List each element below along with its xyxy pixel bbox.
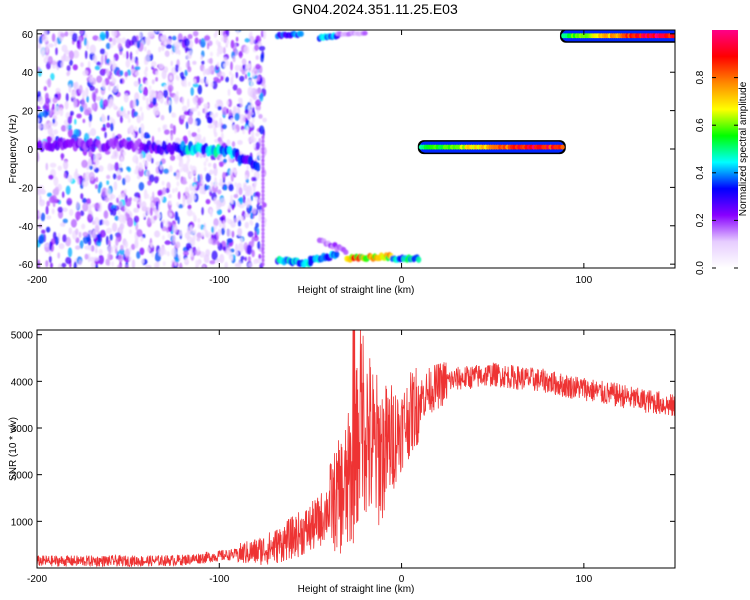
snr-panel: -200 -100 0 100 1000 2000 3000 4000 5000 Height… [8,329,676,595]
colorbar-tick-label: 0.4 [695,165,706,179]
colorbar: 0.0 0.2 0.4 0.6 0.8 Normalized spectral ampl… [695,30,749,275]
figure-title: GN04.2024.351.11.25.E03 [292,1,458,17]
spectrogram-heatmap [37,30,675,268]
snr-y-tick-label: 5000 [11,331,34,342]
spectrogram-y-tick-label: -40 [19,222,34,233]
snr-series-line [37,330,675,568]
spectrogram-y-label: Frequency (Hz) [8,115,19,184]
snr-x-tick-label: 0 [399,574,405,585]
spectrogram-x-tick-label: 100 [576,275,593,286]
colorbar-tick-label: 0.8 [695,70,706,84]
spectrogram-x-tick-label: -100 [209,275,229,286]
spectrogram-x-tick-label: -200 [27,275,47,286]
spectrogram-y-tick-label: -60 [19,260,34,271]
snr-y-tick-label: 3000 [11,424,34,435]
colorbar-tick-label: 0.6 [695,118,706,132]
snr-frame [36,329,676,569]
spectrogram-y-ticks: -60 -40 -20 0 20 40 60 [19,30,675,271]
snr-x-ticks: -200 -100 0 100 [27,330,593,585]
snr-x-tick-label: 100 [576,574,593,585]
snr-y-tick-label: 2000 [11,471,34,482]
colorbar-label: Normalized spectral amplitude [738,81,749,216]
snr-x-label: Height of straight line (km) [298,584,415,595]
snr-y-tick-label: 4000 [11,377,34,388]
snr-y-label: SNR (10 * v/v) [8,417,19,481]
colorbar-gradient [712,30,738,268]
spectrogram-y-tick-label: 0 [27,145,33,156]
colorbar-ticks: 0.0 0.2 0.4 0.6 0.8 [695,70,738,275]
snr-x-tick-label: -200 [27,574,47,585]
snr-x-tick-label: -100 [209,574,229,585]
spectrogram-y-tick-label: 40 [22,68,34,79]
spectrogram-x-ticks: -200 -100 0 100 [27,30,593,286]
spectrogram-x-tick-label: 0 [399,275,405,286]
colorbar-tick-label: 0.2 [695,213,706,227]
spectrogram-y-tick-label: 20 [22,107,34,118]
spectrogram-x-label: Height of straight line (km) [298,285,415,296]
spectrogram-y-tick-label: -20 [19,183,34,194]
snr-y-tick-label: 1000 [11,517,34,528]
spectrogram-y-tick-label: 60 [22,30,34,41]
snr-y-ticks: 1000 2000 3000 4000 5000 [11,331,675,528]
colorbar-tick-label: 0.0 [695,261,706,275]
